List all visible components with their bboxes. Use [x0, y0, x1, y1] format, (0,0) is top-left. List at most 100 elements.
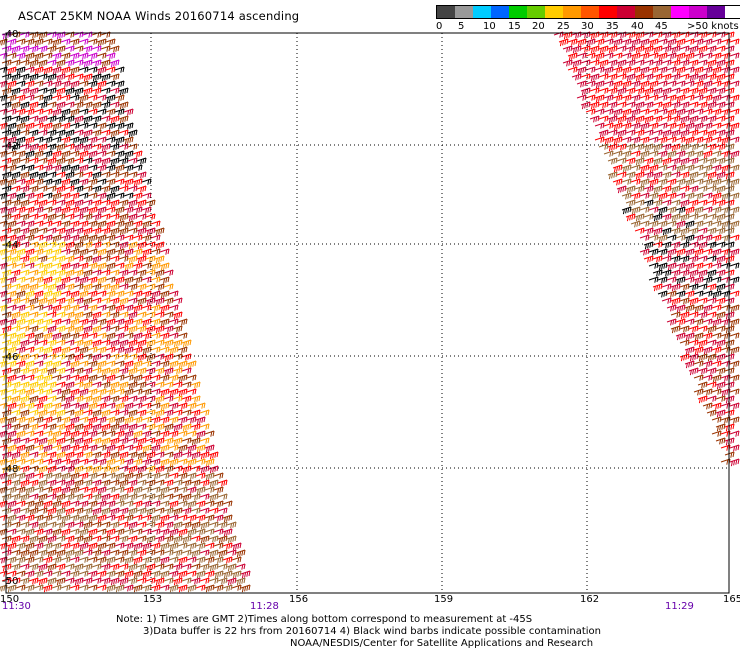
wind-barb	[24, 248, 35, 257]
wind-barb	[141, 444, 152, 453]
wind-barb	[702, 388, 713, 396]
wind-barb	[186, 486, 197, 494]
wind-barb	[82, 269, 93, 278]
wind-barb	[96, 346, 107, 354]
wind-barb	[630, 164, 641, 171]
wind-barb	[51, 94, 62, 101]
wind-barb	[625, 199, 636, 207]
wind-barb	[64, 353, 75, 361]
wind-barb	[73, 535, 84, 543]
wind-barb	[688, 157, 699, 165]
wind-barb	[24, 374, 35, 381]
wind-barb	[675, 276, 686, 285]
wind-barb	[688, 115, 699, 124]
wind-barb	[28, 297, 39, 306]
wind-barb	[100, 549, 111, 557]
latitude-label: -46	[2, 352, 18, 363]
wind-barb	[87, 542, 98, 551]
wind-barb	[661, 87, 672, 96]
wind-barb	[648, 234, 659, 241]
wind-barb	[10, 283, 21, 290]
wind-barb	[73, 311, 84, 320]
wind-barb	[729, 192, 740, 200]
wind-barb	[64, 535, 75, 543]
wind-barb	[715, 395, 726, 402]
wind-barb	[666, 276, 677, 283]
wind-barb	[10, 353, 21, 361]
wind-barb	[585, 38, 596, 47]
wind-barb	[657, 122, 668, 129]
wind-barb	[616, 101, 627, 108]
wind-barb	[127, 227, 138, 234]
wind-barb	[141, 374, 152, 382]
wind-barb	[46, 535, 57, 544]
wind-barb	[46, 311, 57, 318]
wind-barb	[96, 38, 107, 47]
wind-barb	[688, 73, 699, 82]
wind-barb	[19, 171, 30, 180]
wind-barb	[6, 304, 17, 311]
wind-barb	[693, 164, 704, 171]
wind-barb	[100, 255, 111, 262]
wind-barb	[190, 577, 201, 585]
wind-barb	[78, 360, 89, 367]
wind-barb	[163, 269, 174, 276]
wind-barb	[715, 255, 726, 264]
wind-barb	[82, 577, 93, 585]
wind-barb	[69, 430, 80, 439]
wind-barb	[73, 283, 84, 290]
wind-barb	[37, 59, 48, 68]
wind-barb	[28, 101, 39, 110]
wind-barb	[82, 73, 93, 82]
wind-barb	[82, 381, 93, 390]
wind-barb	[168, 556, 179, 563]
wind-barb	[19, 325, 30, 332]
wind-barb	[100, 479, 111, 487]
wind-barb	[19, 563, 30, 570]
wind-barb	[177, 584, 188, 593]
wind-barb	[46, 115, 57, 123]
wind-barb	[684, 136, 695, 145]
wind-barb	[670, 241, 681, 249]
wind-barb	[240, 570, 251, 579]
wind-barb	[19, 115, 30, 124]
wind-barb	[19, 549, 30, 558]
wind-barb	[96, 416, 107, 424]
wind-barb	[172, 549, 183, 557]
wind-barb	[33, 318, 44, 326]
wind-barb	[10, 157, 21, 166]
longitude-label: 153	[143, 594, 162, 605]
wind-barb	[706, 45, 717, 53]
wind-barb	[127, 479, 138, 487]
wind-barb	[168, 318, 179, 325]
wind-barb	[82, 311, 93, 319]
wind-barb	[625, 213, 636, 222]
wind-barb	[150, 248, 161, 255]
wind-barb	[675, 332, 686, 341]
wind-barb	[598, 129, 609, 138]
wind-barb	[82, 465, 93, 473]
wind-barb	[639, 38, 650, 47]
wind-barb	[105, 500, 116, 508]
wind-barb	[24, 486, 35, 495]
wind-barb	[643, 45, 654, 54]
wind-barb	[105, 570, 116, 578]
wind-barb	[639, 164, 650, 173]
wind-barb	[87, 360, 98, 368]
wind-barb	[91, 325, 102, 334]
wind-barb	[114, 290, 125, 298]
wind-barb	[87, 318, 98, 326]
wind-barb	[163, 297, 174, 305]
wind-barb	[688, 339, 699, 346]
wind-barb	[64, 199, 75, 208]
wind-barb	[46, 577, 57, 586]
wind-barb	[711, 38, 722, 45]
wind-barb	[154, 395, 165, 404]
wind-barb	[19, 521, 30, 528]
wind-barb	[6, 290, 17, 298]
wind-barb	[6, 150, 17, 157]
wind-barb	[697, 381, 708, 389]
wind-barb	[652, 227, 663, 236]
wind-barb	[15, 220, 26, 227]
wind-barb	[675, 66, 686, 75]
